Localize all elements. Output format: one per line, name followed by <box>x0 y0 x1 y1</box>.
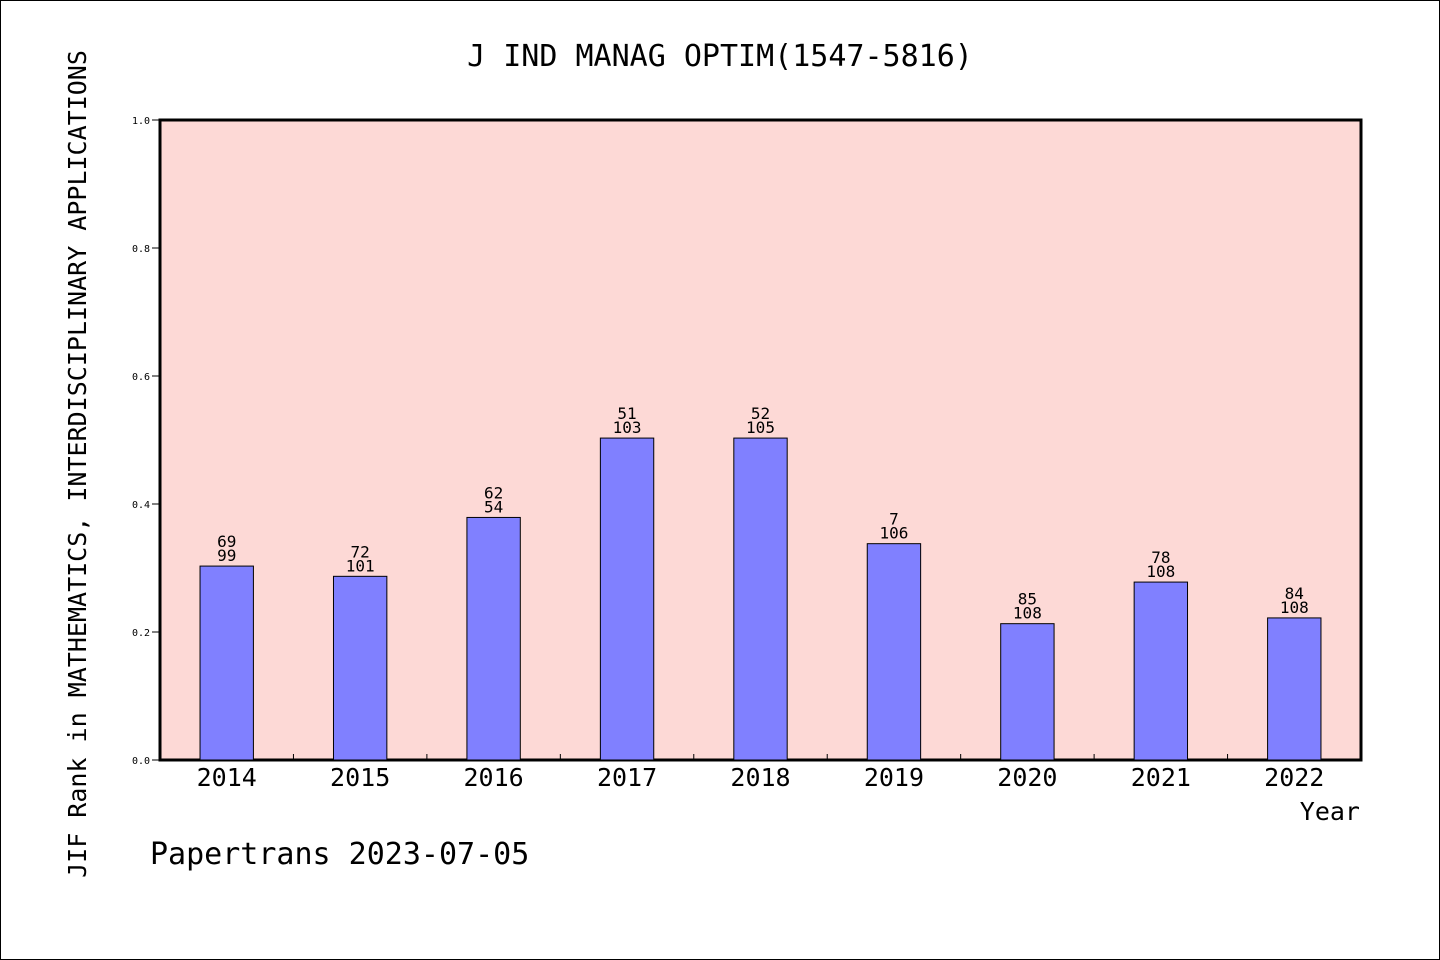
y-tick-label: 0.6 <box>132 372 150 383</box>
footer-credit: Papertrans 2023-07-05 <box>150 837 529 872</box>
bar-total-label: 99 <box>217 546 236 565</box>
bar-total-label: 106 <box>879 524 908 543</box>
bar <box>599 437 655 761</box>
bar <box>733 437 788 761</box>
y-tick-label: 0.8 <box>132 244 150 255</box>
bar <box>1133 581 1189 761</box>
y-tick-label: 0.4 <box>132 500 150 511</box>
chart-title: J IND MANAG OPTIM(1547-5816) <box>467 39 973 74</box>
bar-rank-label: 7 <box>889 510 899 529</box>
bar-total-label: 103 <box>613 418 642 437</box>
bar <box>199 565 254 761</box>
bar-total-label: 105 <box>746 418 775 437</box>
x-tick-label: 2018 <box>730 763 790 792</box>
x-tick-label: 2022 <box>1264 763 1324 792</box>
bar-rank-label: 78 <box>1151 548 1170 567</box>
bar-total-label: 108 <box>1280 598 1309 617</box>
bar <box>466 516 521 761</box>
bar <box>1267 617 1322 761</box>
bar-total-label: 108 <box>1146 562 1175 581</box>
bar-total-label: 54 <box>484 497 503 516</box>
x-tick-label: 2014 <box>197 763 257 792</box>
x-tick-label: 2020 <box>997 763 1057 792</box>
bar <box>332 575 388 761</box>
x-tick-label: 2016 <box>464 763 524 792</box>
y-axis: 0.0 0.2 0.4 0.6 0.8 1.0 <box>132 116 160 767</box>
bar-total-label: 108 <box>1013 604 1042 623</box>
y-tick-label: 0.2 <box>132 628 150 639</box>
x-tick-label: 2015 <box>330 763 390 792</box>
bar-rank-label: 69 <box>217 532 236 551</box>
bar-rank-label: 72 <box>351 542 370 561</box>
bar <box>1000 623 1055 761</box>
bar-rank-label: 51 <box>617 404 636 423</box>
bar-rank-label: 85 <box>1018 590 1037 609</box>
x-tick-label: 2019 <box>864 763 924 792</box>
bar-total-label: 101 <box>346 556 375 575</box>
bar-rank-label: 84 <box>1285 584 1304 603</box>
y-tick-label: 0.0 <box>132 756 150 767</box>
x-tick-label: 2021 <box>1131 763 1191 792</box>
bar-rank-label: 52 <box>751 404 770 423</box>
y-axis-label: JIF Rank in MATHEMATICS, INTERDISCIPLINA… <box>63 50 92 878</box>
bar <box>866 543 922 761</box>
y-tick-label: 1.0 <box>132 116 150 127</box>
x-axis-label: Year <box>1300 797 1360 826</box>
x-tick-label: 2017 <box>597 763 657 792</box>
bar-rank-label: 62 <box>484 483 503 502</box>
x-axis: 2014 2015 2016 2017 2018 2019 2020 2021 2022 <box>197 754 1324 792</box>
